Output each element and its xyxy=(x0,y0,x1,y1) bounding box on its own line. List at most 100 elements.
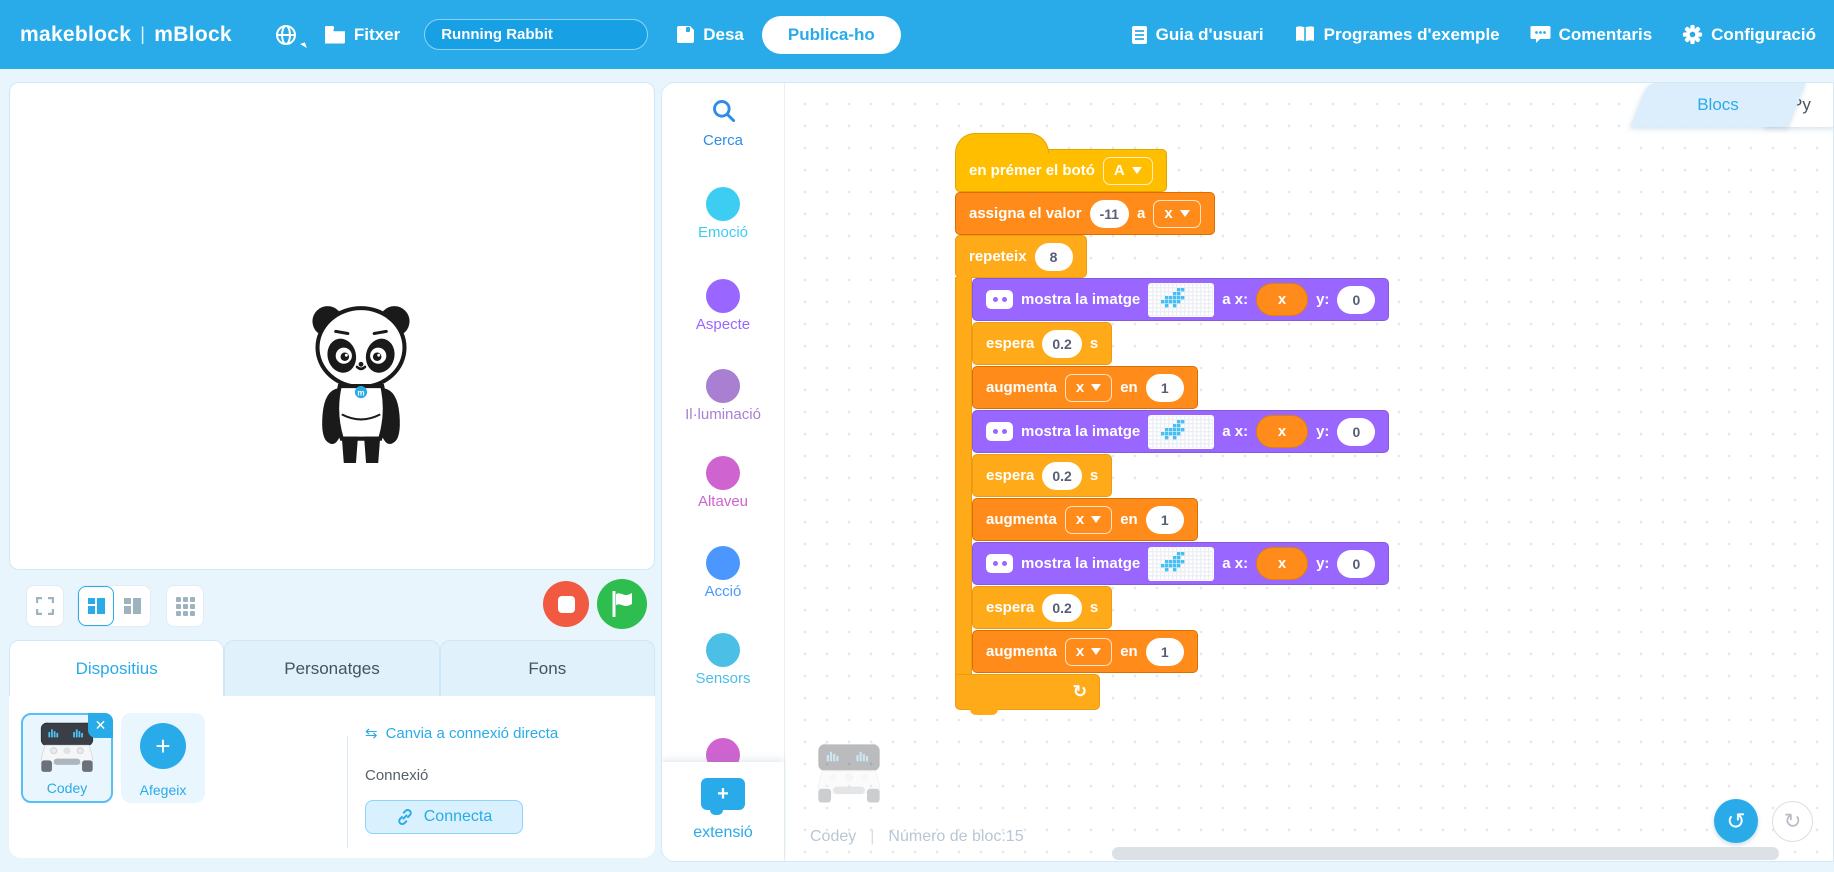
publish-button[interactable]: Publica-ho xyxy=(761,15,901,54)
tab-devices[interactable]: Dispositius xyxy=(9,640,225,696)
palette-search[interactable]: Cerca xyxy=(662,97,784,149)
category-label: Altaveu xyxy=(697,493,749,510)
category-dot xyxy=(706,187,740,221)
block-when-button-pressed[interactable]: en prémer el botó A xyxy=(955,133,1167,192)
block-show-image[interactable]: mostra la imatge a x: x y: 0 xyxy=(972,410,1390,453)
block-change-variable[interactable]: augmenta x en 1 xyxy=(972,366,1198,409)
category-altaveu[interactable]: Altaveu xyxy=(662,456,784,510)
project-title-input[interactable] xyxy=(424,19,649,50)
green-flag-button[interactable] xyxy=(597,579,647,629)
led-matrix-input[interactable] xyxy=(1148,282,1215,317)
user-guide-label: Guia d'usuari xyxy=(1155,24,1264,44)
tab-backdrops[interactable]: Fons xyxy=(439,640,655,696)
block-wait[interactable]: espera 0.2 s xyxy=(972,322,1113,365)
block-change-variable[interactable]: augmenta x en 1 xyxy=(972,498,1198,541)
example-programs-link[interactable]: Programes d'exemple xyxy=(1294,25,1500,45)
extension-label: extensió xyxy=(693,824,753,841)
tab-blocks-label: Blocs xyxy=(1697,95,1739,114)
undo-button[interactable]: ↺ xyxy=(1714,799,1758,843)
layout-large-stage-button[interactable] xyxy=(114,586,150,626)
tab-blocks[interactable]: Blocs xyxy=(1630,83,1806,127)
change-input[interactable]: 1 xyxy=(1145,505,1184,534)
chevron-down-icon xyxy=(1091,516,1102,523)
layout-small-stage-button[interactable] xyxy=(78,586,115,626)
block-label: y: xyxy=(1316,555,1330,572)
repeat-count-input[interactable]: 8 xyxy=(1034,242,1073,271)
panda-sprite[interactable]: m xyxy=(305,295,417,467)
switch-connection-link[interactable]: ⇆ Canvia a connexió directa xyxy=(365,724,645,743)
extension-button[interactable]: + extensió xyxy=(662,762,784,861)
category-accio[interactable]: Acció xyxy=(662,546,784,600)
change-input[interactable]: 1 xyxy=(1145,637,1184,666)
fullscreen-button[interactable] xyxy=(26,585,64,627)
value-input[interactable]: -11 xyxy=(1089,199,1130,228)
device-panel: ✕ Codey + Afegeix ⇆ Canvia a connexió di… xyxy=(9,696,655,858)
swap-icon: ⇆ xyxy=(365,725,378,742)
block-label: mostra la imatge xyxy=(1021,555,1141,572)
save-button[interactable]: Desa xyxy=(676,25,744,45)
add-device-card[interactable]: + Afegeix xyxy=(121,713,205,803)
category-emocio[interactable]: Emoció xyxy=(662,187,784,241)
block-label: en xyxy=(1120,379,1138,396)
button-dropdown[interactable]: A xyxy=(1102,156,1153,185)
language-globe-icon[interactable] xyxy=(274,23,307,50)
topbar-right-menu: Guia d'usuari Programes d'exemple Coment… xyxy=(1131,24,1816,45)
block-label: s xyxy=(1089,467,1099,484)
device-card-codey[interactable]: ✕ Codey xyxy=(21,713,113,803)
y-input[interactable]: 0 xyxy=(1337,285,1376,314)
redo-button[interactable]: ↻ xyxy=(1772,801,1813,842)
wait-input[interactable]: 0.2 xyxy=(1042,461,1082,490)
variable-x-reporter[interactable]: x xyxy=(1256,415,1309,448)
y-input[interactable]: 0 xyxy=(1337,417,1376,446)
block-label: augmenta xyxy=(986,511,1057,528)
save-label: Desa xyxy=(703,24,744,44)
block-change-variable[interactable]: augmenta x en 1 xyxy=(972,630,1198,673)
block-repeat[interactable]: repeteix 8 xyxy=(955,235,1087,278)
connect-button[interactable]: Connecta xyxy=(365,800,523,834)
block-wait[interactable]: espera 0.2 s xyxy=(972,454,1113,497)
grid-view-button[interactable] xyxy=(166,585,204,627)
settings-menu[interactable]: Configuració xyxy=(1682,24,1816,45)
block-wait[interactable]: espera 0.2 s xyxy=(972,586,1113,629)
block-show-image[interactable]: mostra la imatge a x: x y: 0 xyxy=(972,278,1390,321)
block-set-variable[interactable]: assigna el valor -11 a x xyxy=(955,192,1215,235)
variable-dropdown[interactable]: x xyxy=(1064,505,1113,534)
block-label: augmenta xyxy=(986,643,1057,660)
stop-button[interactable] xyxy=(543,581,589,627)
category-dot xyxy=(706,546,740,580)
block-label: a x: xyxy=(1222,423,1249,440)
tab-sprites[interactable]: Personatges xyxy=(224,640,440,696)
led-matrix-input[interactable] xyxy=(1148,414,1215,449)
makeblock-logo-text: makeblock xyxy=(20,22,132,46)
gear-icon xyxy=(1682,24,1703,45)
comments-link[interactable]: Comentaris xyxy=(1530,24,1653,45)
category-aspecte[interactable]: Aspecte xyxy=(662,279,784,333)
file-menu[interactable]: Fitxer xyxy=(324,25,400,45)
codey-device-image xyxy=(40,722,94,772)
variable-x-reporter[interactable]: x xyxy=(1256,283,1309,316)
category-sensors[interactable]: Sensors xyxy=(662,633,784,687)
wait-input[interactable]: 0.2 xyxy=(1042,593,1082,622)
horizontal-scrollbar[interactable] xyxy=(1112,847,1779,860)
grid-icon xyxy=(175,596,195,616)
category-illuminacio[interactable]: Il·luminació xyxy=(662,369,784,423)
variable-dropdown[interactable]: x xyxy=(1064,637,1113,666)
block-label: espera xyxy=(986,467,1035,484)
block-palette: Cerca Emoció Aspecte Il·luminació Altave… xyxy=(662,83,785,861)
comments-label: Comentaris xyxy=(1558,24,1653,44)
variable-dropdown[interactable]: x xyxy=(1153,199,1201,228)
code-workspace[interactable]: Py Blocs en prémer el botó A assigna el … xyxy=(786,83,1833,861)
wait-input[interactable]: 0.2 xyxy=(1042,329,1082,358)
block-label: espera xyxy=(986,599,1035,616)
document-icon xyxy=(1131,25,1148,45)
variable-x-reporter[interactable]: x xyxy=(1256,547,1309,580)
led-matrix-input[interactable] xyxy=(1148,546,1215,581)
topbar: makeblock | mBlock Fitxer Desa Publica-h… xyxy=(0,0,1834,69)
variable-dropdown[interactable]: x xyxy=(1064,373,1113,402)
y-input[interactable]: 0 xyxy=(1337,549,1376,578)
repeat-block-footer[interactable]: ↻ xyxy=(955,674,1100,715)
block-show-image[interactable]: mostra la imatge a x: x y: 0 xyxy=(972,542,1390,585)
change-input[interactable]: 1 xyxy=(1145,373,1184,402)
remove-device-button[interactable]: ✕ xyxy=(88,713,113,738)
user-guide-link[interactable]: Guia d'usuari xyxy=(1131,25,1264,45)
